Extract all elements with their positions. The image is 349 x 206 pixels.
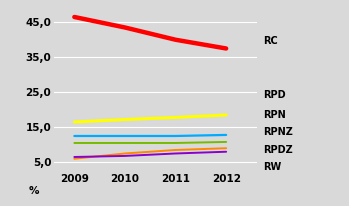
Text: RPN: RPN xyxy=(263,110,286,120)
Text: RPD: RPD xyxy=(263,90,286,100)
Text: RC: RC xyxy=(263,36,278,46)
X-axis label: %: % xyxy=(29,186,39,196)
Text: RW: RW xyxy=(263,162,282,172)
Text: RPDZ: RPDZ xyxy=(263,145,293,155)
Text: RPNZ: RPNZ xyxy=(263,127,294,137)
